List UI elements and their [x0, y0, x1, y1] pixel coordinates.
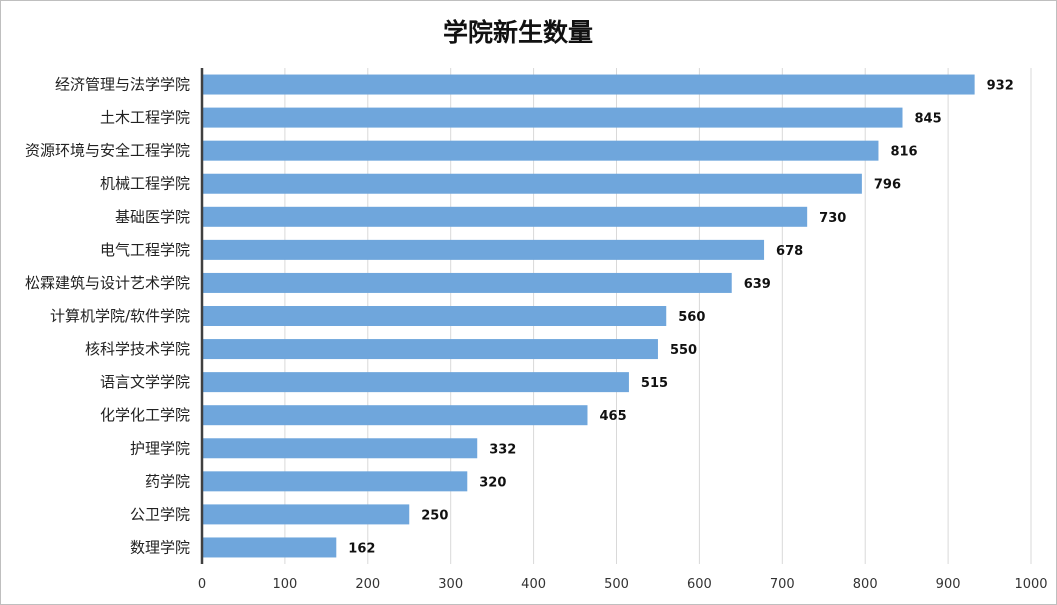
x-tick-label: 500	[604, 577, 629, 592]
category-label: 电气工程学院	[100, 241, 190, 259]
bar	[202, 405, 588, 426]
x-tick-label: 200	[355, 577, 380, 592]
data-label: 730	[819, 211, 846, 226]
category-label: 护理学院	[130, 439, 190, 457]
data-label: 796	[874, 178, 901, 193]
data-label: 639	[744, 277, 771, 292]
bar	[202, 173, 862, 194]
data-label: 465	[599, 409, 626, 424]
data-label: 332	[489, 442, 516, 457]
x-tick-label: 800	[853, 577, 878, 592]
category-label: 机械工程学院	[100, 175, 190, 193]
category-label: 药学院	[145, 472, 190, 490]
x-tick-label: 600	[687, 577, 712, 592]
bar	[202, 438, 478, 459]
category-label: 资源环境与安全工程学院	[25, 142, 190, 160]
bar	[202, 74, 975, 95]
chart-title: 学院新生数量	[443, 18, 593, 47]
x-tick-label: 300	[438, 577, 463, 592]
category-label: 松霖建筑与设计艺术学院	[25, 274, 190, 292]
category-label: 语言文学学院	[100, 373, 190, 391]
data-label: 678	[776, 244, 803, 259]
x-tick-label: 100	[272, 577, 297, 592]
x-tick-label: 900	[936, 577, 961, 592]
bar	[202, 140, 879, 161]
bar	[202, 504, 410, 525]
category-label: 数理学院	[130, 538, 190, 556]
bar	[202, 272, 732, 293]
data-label: 550	[670, 343, 697, 358]
data-label: 816	[890, 145, 917, 160]
category-label: 计算机学院/软件学院	[50, 307, 190, 325]
data-label: 320	[479, 475, 506, 490]
bar	[202, 372, 629, 393]
bar	[202, 107, 903, 128]
category-label: 化学化工学院	[100, 406, 190, 424]
bar	[202, 306, 667, 326]
bar	[202, 206, 808, 227]
data-label: 250	[421, 508, 448, 523]
x-tick-label: 0	[198, 577, 206, 592]
bar	[202, 339, 658, 360]
x-tick-label: 700	[770, 577, 795, 592]
category-label: 核科学技术学院	[85, 340, 190, 358]
bar	[202, 537, 337, 558]
category-label: 土木工程学院	[100, 109, 190, 127]
data-label: 162	[348, 541, 375, 556]
data-label: 515	[641, 376, 668, 391]
data-label: 560	[678, 310, 705, 325]
x-tick-label: 1000	[1014, 577, 1047, 592]
bar	[202, 239, 765, 260]
category-label: 公卫学院	[130, 505, 190, 523]
category-label: 基础医学院	[115, 208, 190, 226]
data-label: 845	[915, 112, 942, 127]
bar	[202, 471, 468, 492]
data-label: 932	[987, 79, 1014, 94]
category-label: 经济管理与法学学院	[55, 76, 190, 94]
x-tick-label: 400	[521, 577, 546, 592]
